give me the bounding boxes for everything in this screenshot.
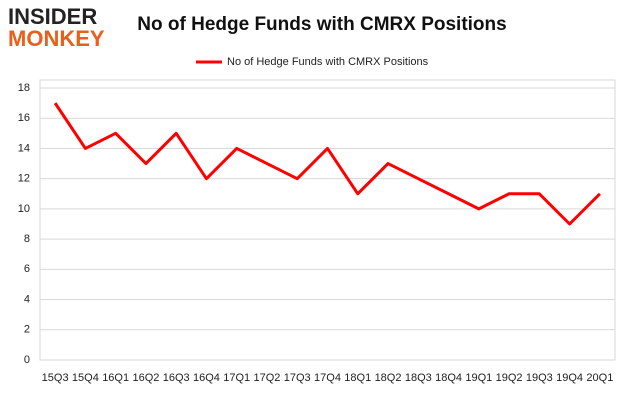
logo-line1: INSIDER — [8, 4, 97, 29]
x-tick-label: 19Q1 — [465, 372, 492, 384]
x-tick-label: 17Q4 — [314, 372, 341, 384]
x-tick-label: 18Q4 — [435, 372, 462, 384]
x-tick-label: 19Q4 — [556, 372, 583, 384]
y-tick-label: 4 — [24, 293, 30, 305]
x-tick-label: 19Q2 — [496, 372, 523, 384]
data-line — [53, 102, 601, 226]
x-tick-label: 15Q3 — [42, 372, 69, 384]
x-tick-label: 16Q1 — [102, 372, 129, 384]
x-tick-label: 16Q3 — [163, 372, 190, 384]
y-tick-label: 6 — [24, 263, 30, 275]
y-tick-label: 12 — [18, 173, 30, 185]
x-tick-label: 15Q4 — [72, 372, 99, 384]
x-tick-label: 16Q2 — [132, 372, 159, 384]
x-tick-label: 17Q1 — [223, 372, 250, 384]
x-tick-label: 16Q4 — [193, 372, 220, 384]
y-tick-label: 10 — [18, 203, 30, 215]
chart-title: No of Hedge Funds with CMRX Positions — [137, 14, 506, 35]
x-tick-label: 20Q1 — [586, 372, 613, 384]
y-tick-label: 16 — [18, 112, 30, 124]
x-tick-label: 17Q2 — [254, 372, 281, 384]
x-tick-label: 18Q2 — [375, 372, 402, 384]
plot-border — [39, 79, 616, 361]
x-tick-label: 18Q1 — [344, 372, 371, 384]
y-tick-label: 18 — [18, 82, 30, 94]
x-tick-label: 19Q3 — [526, 372, 553, 384]
y-tick-label: 14 — [18, 142, 30, 154]
x-tick-label: 18Q3 — [405, 372, 432, 384]
y-tick-label: 8 — [24, 233, 30, 245]
y-tick-label: 0 — [24, 354, 30, 366]
y-tick-label: 2 — [24, 324, 30, 336]
logo-line2: MONKEY — [8, 26, 105, 51]
legend-label: No of Hedge Funds with CMRX Positions — [227, 56, 429, 68]
x-tick-label: 17Q3 — [284, 372, 311, 384]
